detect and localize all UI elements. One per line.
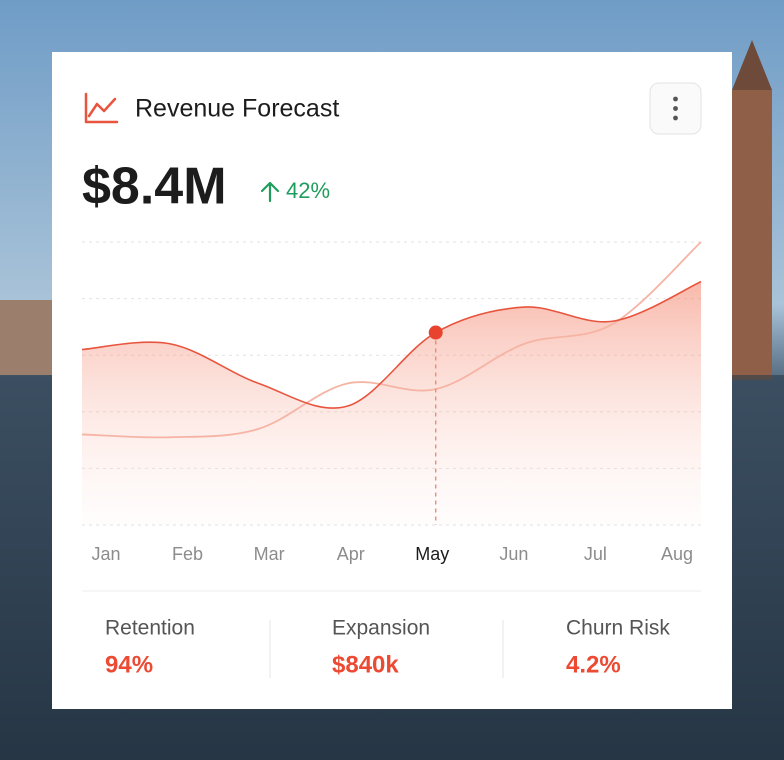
x-tick-label: May [415, 544, 449, 564]
x-tick-label: Jun [499, 544, 528, 564]
chart-icon [84, 92, 119, 124]
menu-dot [673, 106, 678, 111]
tower [732, 90, 772, 380]
x-tick-label: Feb [172, 544, 203, 564]
stat-value: 94% [105, 651, 153, 678]
x-tick-label: Apr [337, 544, 365, 564]
stat-label: Retention [105, 617, 195, 640]
menu-dot [673, 96, 678, 102]
building [0, 300, 60, 375]
chart: Jan Feb Mar Apr May Jun Jul Aug [81, 241, 702, 564]
x-tick-label: Jul [584, 544, 607, 564]
tower-roof [732, 40, 772, 90]
menu-dot [673, 115, 678, 121]
up-arrow [260, 181, 280, 203]
x-tick-label: Mar [254, 544, 285, 564]
stat-value: 4.2% [566, 651, 621, 678]
x-tick-label: Jan [91, 544, 120, 564]
stat-label: Expansion [332, 617, 430, 640]
card-title: Revenue Forecast [135, 95, 339, 123]
area [82, 281, 701, 525]
stat-value: $840k [332, 651, 399, 678]
series-line [81, 241, 702, 439]
highlight-point [428, 325, 443, 340]
x-tick-label: Aug [661, 544, 693, 564]
total-value: $8.4M [82, 158, 227, 216]
change-value: 42% [286, 178, 330, 203]
stat-label: Churn Risk [566, 617, 670, 640]
series-line [81, 280, 702, 409]
stats: Retention 94% Expansion $840k Churn Risk 4.2% [105, 617, 670, 679]
